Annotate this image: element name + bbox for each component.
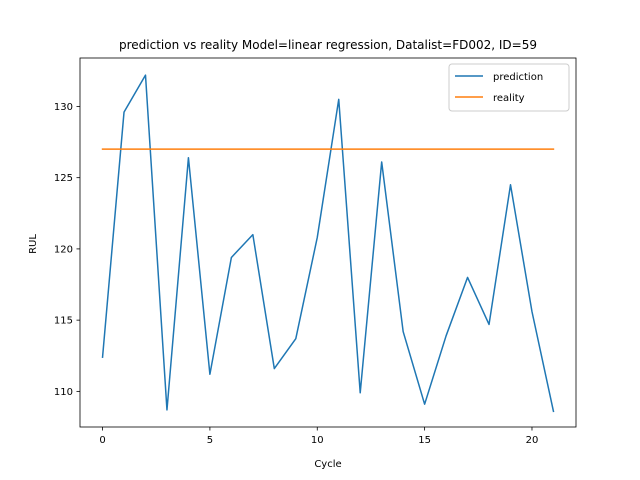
- y-tick-label: 130: [54, 102, 73, 113]
- x-axis-label: Cycle: [314, 459, 341, 470]
- legend-label-prediction: prediction: [493, 72, 543, 83]
- y-tick-label: 125: [54, 173, 73, 184]
- legend-label-reality: reality: [493, 93, 525, 104]
- y-axis-label: RUL: [28, 234, 39, 254]
- chart-title: prediction vs reality Model=linear regre…: [119, 38, 537, 52]
- x-tick-label: 20: [526, 435, 539, 446]
- y-tick-label: 110: [54, 387, 73, 398]
- series-line-prediction: [101, 74, 555, 413]
- x-tick-label: 5: [207, 435, 213, 446]
- y-tick-label: 120: [54, 244, 73, 255]
- x-tick-label: 0: [99, 435, 105, 446]
- x-tick-label: 10: [311, 435, 324, 446]
- legend: prediction reality: [448, 63, 570, 112]
- axes-frame: [79, 57, 577, 428]
- x-tick-label: 15: [418, 435, 431, 446]
- y-tick-label: 115: [54, 316, 73, 327]
- plot-area: 0 5 10 15 20 110 115 120 125 130: [54, 57, 577, 446]
